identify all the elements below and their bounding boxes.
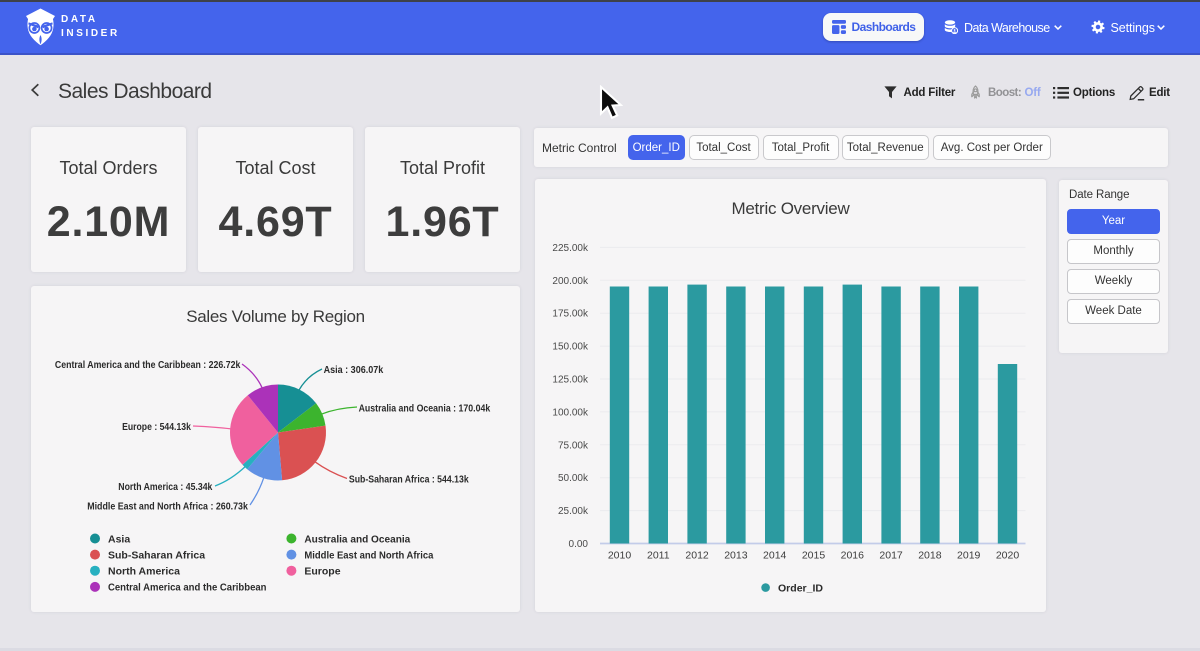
svg-text:Middle East and North Africa: Middle East and North Africa bbox=[304, 549, 433, 561]
svg-text:50.00k: 50.00k bbox=[558, 473, 589, 484]
svg-text:0.00: 0.00 bbox=[569, 539, 589, 550]
svg-text:Europe: Europe bbox=[304, 566, 340, 578]
svg-text:2020: 2020 bbox=[996, 550, 1020, 562]
svg-text:2013: 2013 bbox=[724, 550, 748, 562]
svg-text:2010: 2010 bbox=[608, 550, 632, 562]
svg-text:North America : 45.34k: North America : 45.34k bbox=[118, 481, 212, 493]
svg-text:Order_ID: Order_ID bbox=[778, 583, 823, 595]
svg-text:Australia and Oceania : 170.04: Australia and Oceania : 170.04k bbox=[359, 403, 491, 415]
svg-text:225.00k: 225.00k bbox=[552, 243, 589, 254]
svg-text:2015: 2015 bbox=[802, 550, 826, 562]
svg-text:100.00k: 100.00k bbox=[552, 407, 589, 418]
svg-text:Asia : 306.07k: Asia : 306.07k bbox=[324, 364, 384, 376]
svg-text:2019: 2019 bbox=[957, 550, 981, 562]
svg-text:Metric Overview: Metric Overview bbox=[731, 199, 850, 218]
svg-text:Central America and the Caribb: Central America and the Caribbean bbox=[108, 582, 267, 594]
svg-text:Sales Volume by Region: Sales Volume by Region bbox=[186, 307, 365, 326]
svg-text:North America: North America bbox=[108, 566, 180, 578]
svg-text:2014: 2014 bbox=[763, 550, 787, 562]
svg-text:Sub-Saharan Africa: Sub-Saharan Africa bbox=[108, 549, 205, 561]
svg-text:150.00k: 150.00k bbox=[552, 342, 589, 353]
svg-text:Sub-Saharan Africa : 544.13k: Sub-Saharan Africa : 544.13k bbox=[349, 474, 469, 486]
svg-text:75.00k: 75.00k bbox=[558, 440, 589, 451]
svg-text:2016: 2016 bbox=[841, 550, 865, 562]
svg-text:125.00k: 125.00k bbox=[552, 375, 589, 386]
svg-text:Asia: Asia bbox=[108, 533, 130, 545]
svg-text:175.00k: 175.00k bbox=[552, 309, 589, 320]
svg-text:2011: 2011 bbox=[647, 550, 670, 562]
svg-text:25.00k: 25.00k bbox=[558, 506, 589, 517]
svg-text:Central America and the Caribb: Central America and the Caribbean : 226.… bbox=[55, 359, 241, 371]
svg-text:Europe : 544.13k: Europe : 544.13k bbox=[122, 421, 191, 433]
svg-text:Middle East and North Africa :: Middle East and North Africa : 260.73k bbox=[87, 501, 248, 513]
svg-text:2017: 2017 bbox=[879, 550, 903, 562]
svg-text:Australia and Oceania: Australia and Oceania bbox=[304, 533, 410, 545]
svg-text:2012: 2012 bbox=[685, 550, 709, 562]
svg-text:2018: 2018 bbox=[918, 550, 942, 562]
svg-text:200.00k: 200.00k bbox=[552, 276, 589, 287]
